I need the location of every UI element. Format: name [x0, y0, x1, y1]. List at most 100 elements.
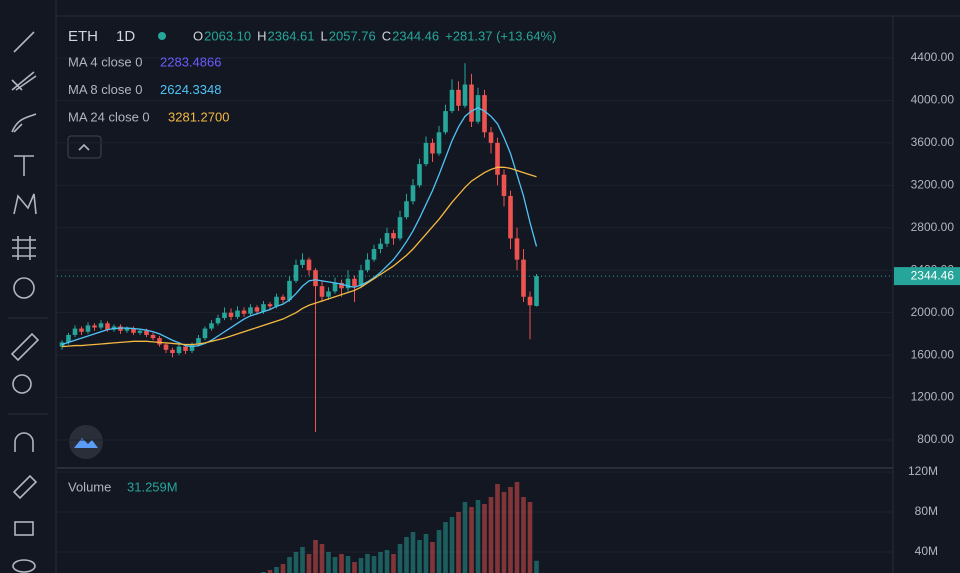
candle-body: [306, 259, 312, 271]
candle-body: [462, 84, 468, 106]
candle-body: [137, 330, 143, 333]
lock-drawing-tool[interactable]: [12, 474, 38, 500]
candle-body: [241, 310, 247, 314]
volume-bar: [436, 530, 442, 573]
collapse-button[interactable]: [67, 135, 102, 159]
volume-bar: [521, 497, 526, 573]
y-tick-label: 2000.00: [911, 305, 955, 319]
candle-body: [449, 89, 455, 112]
candle-body: [248, 307, 253, 314]
candle-body: [92, 325, 97, 328]
candle-body: [150, 334, 156, 339]
volume-bar: [469, 507, 474, 573]
toolbar: [0, 0, 55, 573]
volume-bar: [326, 552, 331, 573]
volume-tick-label: 120M: [908, 464, 938, 478]
magnet-tool[interactable]: [14, 432, 34, 452]
legend-name: MA 8 close 0: [68, 82, 142, 97]
legend-value: 2283.4866: [160, 54, 221, 69]
candle-body: [423, 142, 429, 165]
candle-body: [124, 328, 130, 331]
candle-body: [85, 325, 91, 332]
volume-bar: [423, 534, 429, 573]
tool-icons[interactable]: [8, 31, 48, 573]
volume-bar: [365, 554, 370, 573]
candle-body: [417, 164, 422, 186]
candle-body: [98, 323, 104, 328]
volume-bar: [508, 487, 513, 573]
volume-bar: [313, 540, 318, 573]
fib-tool[interactable]: [11, 71, 37, 91]
candle-body: [345, 278, 351, 289]
candle-body: [319, 286, 325, 297]
y-tick-label: 4000.00: [911, 93, 955, 107]
pattern-tool[interactable]: [13, 193, 37, 215]
volume-bar: [514, 482, 520, 573]
volume-bar: [430, 542, 435, 573]
prediction-tool[interactable]: [12, 236, 36, 260]
candle-body: [410, 185, 416, 202]
candle-body: [527, 296, 533, 306]
candle-body: [391, 233, 396, 239]
candle-body: [215, 317, 221, 324]
volume-bar: [293, 552, 299, 573]
interval: 1D: [116, 28, 135, 45]
candle-body: [313, 270, 318, 287]
brush-tool[interactable]: [11, 113, 37, 133]
volume-bar: [378, 552, 383, 573]
y-tick-label: 3600.00: [911, 135, 955, 149]
volume-bar: [482, 504, 487, 573]
lock-tool[interactable]: [14, 521, 34, 536]
zoom-tool[interactable]: [12, 374, 32, 394]
volume-bar: [449, 517, 455, 573]
trend-line-tool[interactable]: [13, 31, 35, 53]
volume-tick-label: 80M: [915, 504, 938, 518]
candle-body: [183, 346, 188, 351]
candle-body: [293, 264, 299, 281]
candle-body: [66, 334, 71, 343]
volume-bar: [371, 556, 377, 573]
y-tick-label: 1200.00: [911, 390, 955, 404]
volume-bar: [404, 537, 409, 573]
candle-body: [404, 201, 409, 218]
candle-body: [287, 280, 292, 300]
volume-bar: [280, 564, 286, 573]
candle-body: [202, 328, 208, 339]
volume-bar: [300, 547, 305, 573]
volume-bar: [501, 492, 507, 573]
volume-bar: [306, 554, 312, 573]
emoji-tool[interactable]: [13, 277, 35, 299]
volume-bar: [534, 560, 539, 573]
volume-bar: [358, 558, 364, 573]
volume-bar: [339, 554, 344, 573]
candle-body: [170, 349, 175, 353]
candle-body: [235, 310, 240, 317]
volume-bar: [527, 502, 533, 573]
candle-body: [521, 259, 526, 297]
volume-bar: [495, 484, 500, 573]
volume-bar: [384, 550, 390, 573]
y-tick-label: 4400.00: [911, 50, 955, 64]
volume-bar: [397, 544, 403, 573]
volume-bar: [319, 544, 325, 573]
volume-value: 31.259M: [127, 479, 178, 494]
ma-line: [61, 166, 537, 348]
legend-name: MA 4 close 0: [68, 54, 142, 69]
y-tick-label: 1600.00: [911, 347, 955, 361]
text-tool[interactable]: [14, 155, 34, 176]
candle-body: [144, 330, 149, 335]
ruler-tool[interactable]: [10, 332, 40, 362]
y-tick-label: 800.00: [917, 432, 954, 446]
candle-body: [534, 276, 539, 306]
volume-bar: [410, 532, 416, 573]
last-price-label: 2344.46: [911, 268, 955, 282]
candle-body: [196, 338, 201, 345]
candle-body: [267, 304, 273, 307]
candle-body: [326, 291, 331, 297]
visibility-tool[interactable]: [12, 559, 36, 573]
candle-body: [488, 132, 494, 143]
candle-body: [397, 217, 403, 239]
candle-body: [501, 174, 507, 196]
candle-body: [436, 132, 442, 154]
